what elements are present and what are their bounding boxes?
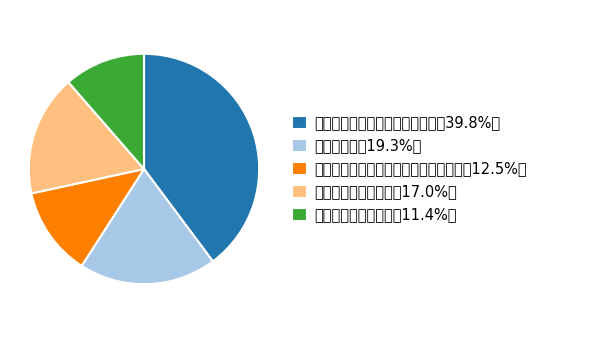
Wedge shape [82,169,213,284]
Wedge shape [144,54,259,261]
Wedge shape [68,54,144,169]
Wedge shape [29,82,144,193]
Legend: 仕事内容・自社サービスのこと（39.8%）, 業界のこと（19.3%）, 自社の採用スケジュール（早期選考）（12.5%）, 人柄・社内の雰囲気（17.0%）,: 仕事内容・自社サービスのこと（39.8%）, 業界のこと（19.3%）, 自社の… [288,111,531,227]
Wedge shape [31,169,144,266]
